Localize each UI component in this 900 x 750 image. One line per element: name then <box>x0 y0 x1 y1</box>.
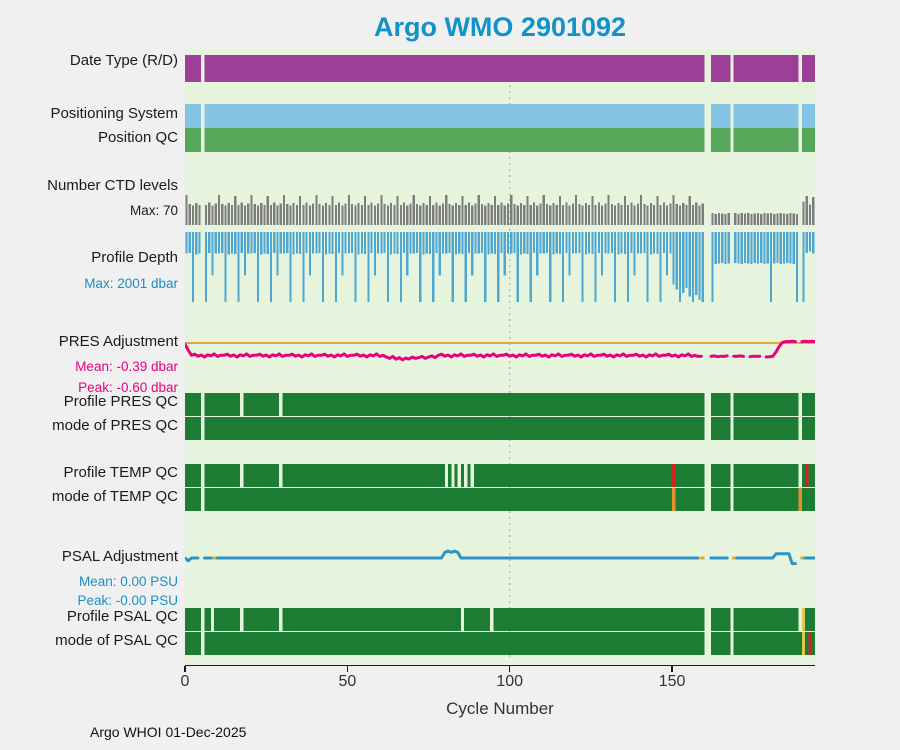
x-tick-mark-0 <box>184 666 186 672</box>
row-label-mode-pres-qc: mode of PRES QC <box>52 417 178 434</box>
row-label-ctd-max: Max: 70 <box>129 203 178 218</box>
x-axis-title: Cycle Number <box>446 699 554 718</box>
x-tick-label-50: 50 <box>338 673 357 690</box>
x-tick-label-150: 150 <box>658 673 686 690</box>
row-label-profile-temp-qc: Profile TEMP QC <box>63 464 178 481</box>
row-label-depth-max: Max: 2001 dbar <box>84 276 178 291</box>
row-label-pres-peak: Peak: -0.60 dbar <box>78 380 178 395</box>
page-title: Argo WMO 2901092 <box>373 12 627 42</box>
row-label-date-type: Date Type (R/D) <box>69 52 178 69</box>
row-label-profile-pres-qc: Profile PRES QC <box>63 393 178 410</box>
row-label-position-qc: Position QC <box>97 129 178 146</box>
x-tick-mark-50 <box>346 666 349 672</box>
status-plot-svg <box>185 55 815 660</box>
row-label-mode-psal-qc: mode of PSAL QC <box>55 632 178 649</box>
attribution-text: Argo WHOI 01-Dec-2025 <box>90 724 247 740</box>
row-label-profile-psal-qc: Profile PSAL QC <box>66 608 178 625</box>
row-label-profile-depth: Profile Depth <box>91 249 178 266</box>
row-label-positioning-system: Positioning System <box>50 105 178 122</box>
row-label-pres-mean: Mean: -0.39 dbar <box>75 359 178 374</box>
row-label-pres-adjustment: PRES Adjustment <box>58 333 178 350</box>
x-tick-mark-150 <box>671 666 673 672</box>
row-label-psal-peak: Peak: -0.00 PSU <box>77 593 178 608</box>
row-label-number-ctd-levels: Number CTD levels <box>47 177 178 194</box>
row-label-psal-adjustment: PSAL Adjustment <box>61 548 178 565</box>
row-label-mode-temp-qc: mode of TEMP QC <box>51 488 178 505</box>
x-tick-label-0: 0 <box>180 673 190 690</box>
x-tick-label-100: 100 <box>496 673 524 690</box>
row-label-psal-mean: Mean: 0.00 PSU <box>78 574 178 589</box>
plot-area <box>185 50 815 666</box>
x-tick-mark-100 <box>508 666 511 672</box>
